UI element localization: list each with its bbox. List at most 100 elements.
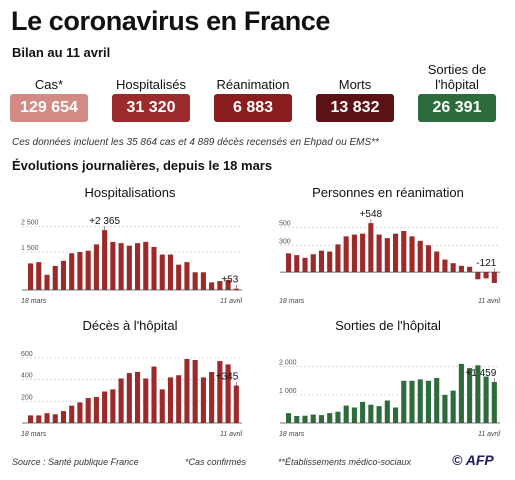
bar bbox=[28, 415, 34, 423]
bar bbox=[483, 272, 489, 279]
bar bbox=[458, 363, 464, 423]
bar bbox=[151, 366, 157, 423]
stat-cas: Cas* 129 654 bbox=[10, 62, 88, 122]
stat-label: Hospitalisés bbox=[115, 77, 187, 92]
bar bbox=[52, 265, 58, 290]
bar bbox=[209, 371, 215, 423]
bar bbox=[135, 243, 141, 290]
bar bbox=[368, 223, 374, 273]
y-tick-label: 300 bbox=[279, 238, 291, 245]
y-tick-label: 400 bbox=[21, 373, 33, 380]
y-tick-label: 200 bbox=[21, 394, 33, 401]
stat-label: Sorties de l'hôpital bbox=[427, 62, 487, 92]
bar bbox=[384, 238, 390, 273]
bar bbox=[60, 260, 67, 290]
bar bbox=[167, 377, 174, 423]
bar bbox=[318, 250, 325, 273]
stat-label: Réanimation bbox=[216, 77, 290, 92]
data-note: Ces données incluent les 35 864 cas et 4… bbox=[12, 137, 379, 148]
bar bbox=[467, 266, 473, 273]
bar bbox=[483, 376, 489, 423]
bar bbox=[302, 257, 308, 273]
bar bbox=[425, 380, 432, 423]
x-end-label: 11 avril bbox=[220, 298, 242, 305]
chart-deces: Décès à l'hôpital 200 400 600 +345 18 mars 11 … bbox=[21, 318, 242, 438]
bar bbox=[217, 361, 223, 423]
bar bbox=[225, 364, 231, 423]
footer-cas-note: *Cas confirmés bbox=[185, 457, 247, 467]
y-tick-label: 2 000 bbox=[279, 360, 297, 367]
bar bbox=[52, 414, 58, 423]
bar bbox=[401, 380, 407, 423]
bar bbox=[401, 230, 407, 273]
bar bbox=[28, 263, 34, 290]
bar bbox=[442, 394, 448, 423]
bar bbox=[393, 233, 399, 273]
afp-wordmark: AFP bbox=[465, 452, 494, 468]
x-end-label: 11 avril bbox=[478, 431, 500, 438]
bar bbox=[318, 415, 325, 423]
x-end-label: 11 avril bbox=[478, 298, 500, 305]
bar bbox=[409, 380, 415, 423]
bar bbox=[351, 407, 357, 423]
bar bbox=[85, 398, 91, 423]
bar bbox=[327, 413, 333, 423]
bar bbox=[302, 415, 308, 423]
y-tick-label: 600 bbox=[21, 351, 33, 358]
bar bbox=[450, 263, 456, 273]
bar bbox=[200, 272, 206, 290]
bar bbox=[135, 371, 141, 423]
bar bbox=[192, 360, 198, 423]
bar bbox=[225, 279, 231, 290]
chart-sorties: Sorties de l'hôpital 1 000 2 000 +1 459 18 m… bbox=[279, 318, 500, 438]
x-start-label: 18 mars bbox=[279, 431, 305, 438]
footer-source: Source : Santé publique France bbox=[12, 457, 139, 467]
bar bbox=[184, 262, 190, 290]
stat-value: 6 883 bbox=[214, 94, 292, 122]
bar bbox=[143, 378, 149, 423]
bar bbox=[126, 373, 132, 423]
y-tick-label: 1 500 bbox=[21, 245, 39, 252]
stat-morts: Morts 13 832 bbox=[316, 62, 394, 122]
bar bbox=[442, 259, 448, 273]
chart-reanimation: Personnes en réanimation 300 500 +548 -121 18… bbox=[279, 185, 500, 305]
report-date: Bilan au 11 avril bbox=[12, 45, 111, 60]
afp-logo: © AFP bbox=[452, 452, 494, 468]
data-label: +1 459 bbox=[465, 368, 496, 379]
bar bbox=[376, 406, 382, 423]
bar bbox=[85, 250, 91, 290]
x-end-label: 11 avril bbox=[220, 431, 242, 438]
bar bbox=[159, 389, 165, 423]
bar bbox=[360, 233, 366, 273]
bar bbox=[475, 272, 481, 280]
bar bbox=[151, 246, 157, 290]
bar bbox=[409, 236, 415, 273]
bar bbox=[118, 243, 124, 290]
bar bbox=[93, 396, 99, 423]
bar bbox=[159, 254, 165, 290]
bar bbox=[310, 254, 316, 273]
bar bbox=[475, 365, 481, 423]
bar bbox=[360, 401, 366, 423]
bar bbox=[36, 415, 42, 423]
x-start-label: 18 mars bbox=[279, 298, 305, 305]
bar bbox=[294, 255, 300, 273]
y-tick-label: 1 000 bbox=[279, 388, 297, 395]
bar bbox=[184, 358, 190, 423]
bar bbox=[110, 241, 116, 290]
bar bbox=[69, 405, 75, 423]
bar bbox=[458, 265, 464, 273]
chart-title: Décès à l'hôpital bbox=[83, 318, 178, 333]
data-label: +2 365 bbox=[89, 216, 120, 227]
bar bbox=[417, 240, 423, 273]
bar bbox=[286, 413, 292, 423]
bar bbox=[368, 404, 374, 423]
bar bbox=[93, 244, 99, 290]
bar bbox=[384, 400, 390, 423]
stat-value: 26 391 bbox=[418, 94, 496, 122]
bar bbox=[176, 375, 182, 423]
bar bbox=[434, 377, 440, 423]
bar bbox=[327, 251, 333, 273]
bar bbox=[450, 390, 456, 423]
copyright-mark: © bbox=[452, 452, 463, 468]
